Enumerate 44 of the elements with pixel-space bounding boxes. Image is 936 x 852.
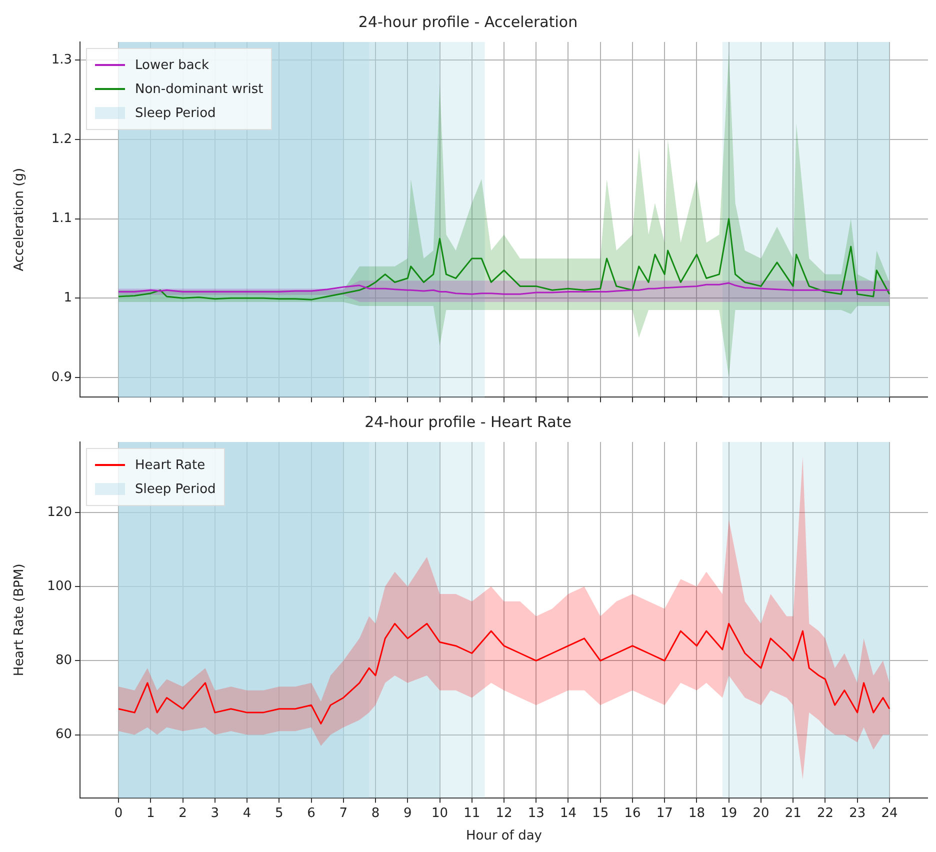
x-tick-label: 19 [720, 806, 738, 821]
y-axis-title: Acceleration (g) [12, 168, 28, 272]
y-tick-label: 1.1 [51, 211, 72, 226]
x-tick-label: 24 [881, 806, 898, 821]
x-tick-label: 7 [339, 806, 348, 821]
x-tick-label: 11 [464, 806, 480, 821]
x-tick-label: 1 [146, 806, 155, 821]
x-tick-label: 3 [210, 806, 220, 821]
legend-label: Non-dominant wrist [135, 82, 264, 96]
y-tick-label: 120 [47, 504, 72, 520]
x-tick-label: 20 [752, 806, 770, 821]
y-tick-label: 1.2 [51, 132, 72, 147]
chart-title: 24-hour profile - Acceleration [358, 12, 578, 31]
band-label: Sleep Period [135, 482, 216, 496]
x-tick-label: 12 [496, 806, 512, 821]
y-tick-label: 60 [55, 727, 72, 742]
x-tick-label: 14 [560, 806, 577, 821]
x-tick-label: 23 [849, 806, 866, 821]
x-tick-label: 17 [656, 806, 673, 821]
y-axis-title: Heart Rate (BPM) [12, 564, 28, 676]
x-tick-label: 8 [371, 806, 380, 821]
chart-title: 24-hour profile - Heart Rate [364, 412, 572, 431]
x-axis-title: Hour of day [466, 828, 542, 844]
y-tick-label: 1 [64, 290, 72, 306]
x-tick-label: 10 [431, 806, 448, 821]
x-tick-label: 5 [275, 806, 284, 821]
y-tick-label: 100 [47, 578, 72, 594]
x-tick-label: 18 [688, 806, 705, 821]
legend-label: Lower back [135, 58, 209, 72]
x-tick-label: 4 [242, 806, 252, 821]
x-tick-label: 2 [178, 806, 187, 821]
x-tick-label: 15 [592, 806, 609, 821]
legend-label: Heart Rate [135, 458, 206, 472]
y-tick-label: 1.3 [51, 52, 72, 68]
x-tick-label: 16 [624, 806, 641, 821]
x-tick-label: 9 [403, 806, 412, 821]
y-tick-label: 0.9 [51, 370, 72, 385]
x-tick-label: 22 [816, 806, 834, 821]
x-tick-label: 6 [307, 806, 316, 821]
x-tick-label: 0 [114, 806, 123, 821]
x-tick-label: 13 [528, 806, 544, 821]
band-label: Sleep Period [135, 106, 216, 120]
y-tick-label: 80 [55, 653, 72, 668]
x-tick-label: 21 [784, 806, 802, 821]
